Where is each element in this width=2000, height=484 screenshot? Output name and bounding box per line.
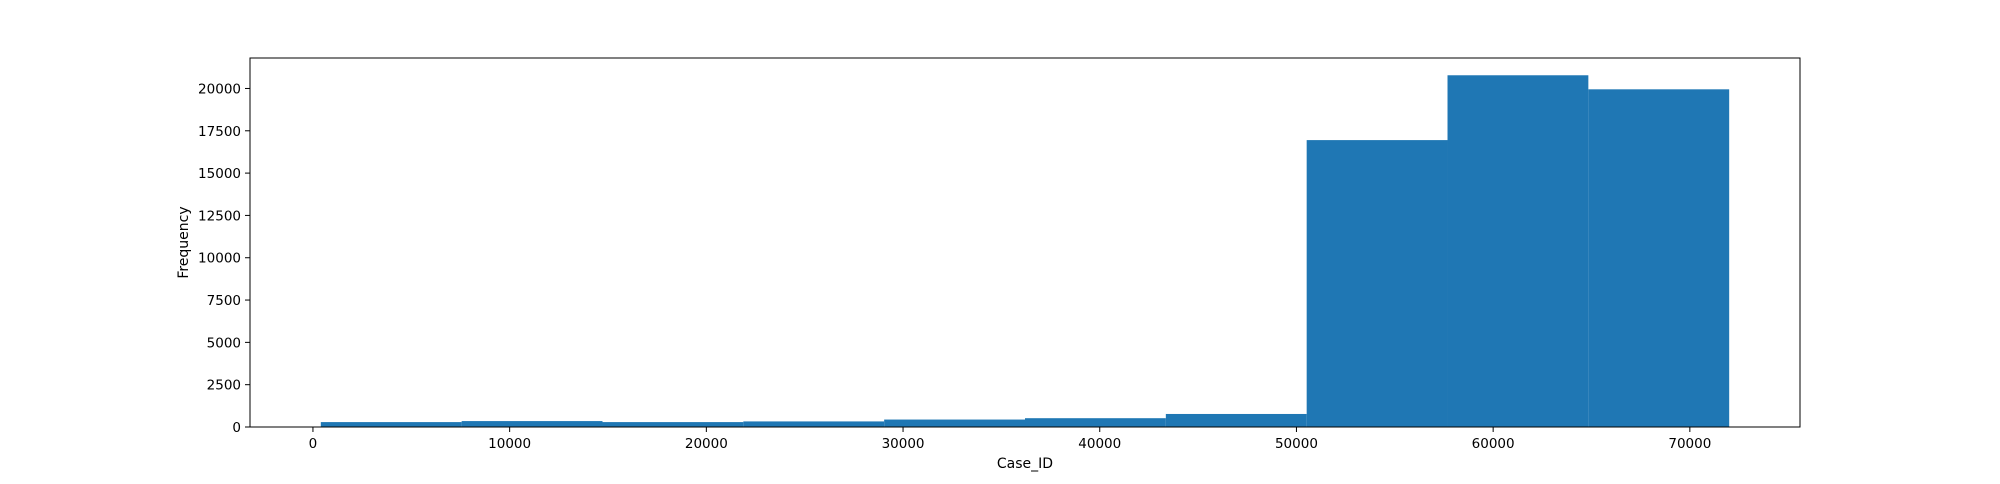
x-tick-label: 60000 [1472, 436, 1515, 452]
y-tick-label: 17500 [198, 124, 241, 140]
histogram-bar [1447, 75, 1589, 427]
x-tick-label: 0 [309, 436, 318, 452]
histogram-bar [602, 422, 744, 427]
y-tick-label: 15000 [198, 166, 241, 182]
histogram-bar [1306, 140, 1448, 427]
y-tick-label: 7500 [207, 293, 241, 309]
histogram-bar [1165, 413, 1307, 427]
x-tick-label: 50000 [1275, 436, 1318, 452]
y-axis: 0 2500 5000 7500 10000 12500 15000 17500 20000 [198, 81, 250, 436]
y-tick-label: 0 [232, 420, 241, 436]
x-tick-label: 10000 [488, 436, 531, 452]
y-tick-label: 12500 [198, 208, 241, 224]
histogram-bar [461, 421, 603, 427]
x-axis: 0 10000 20000 30000 40000 50000 60000 70000 [309, 427, 1711, 452]
histogram-bar [1025, 418, 1166, 427]
x-tick-label: 30000 [882, 436, 925, 452]
histogram-bar [1588, 89, 1730, 428]
x-tick-label: 20000 [685, 436, 728, 452]
x-axis-label: Case_ID [997, 456, 1053, 472]
y-tick-label: 10000 [198, 251, 241, 267]
y-axis-label: Frequency [176, 206, 192, 278]
plot-frame [249, 57, 1801, 428]
y-tick-label: 2500 [207, 378, 241, 394]
y-tick-label: 5000 [207, 335, 241, 351]
histogram-bar [743, 421, 885, 427]
x-tick-label: 70000 [1668, 436, 1711, 452]
bars-layer [320, 75, 1730, 428]
x-tick-label: 40000 [1078, 436, 1121, 452]
y-tick-label: 20000 [198, 81, 241, 97]
histogram-bar [320, 422, 462, 427]
histogram-bar [884, 419, 1025, 427]
